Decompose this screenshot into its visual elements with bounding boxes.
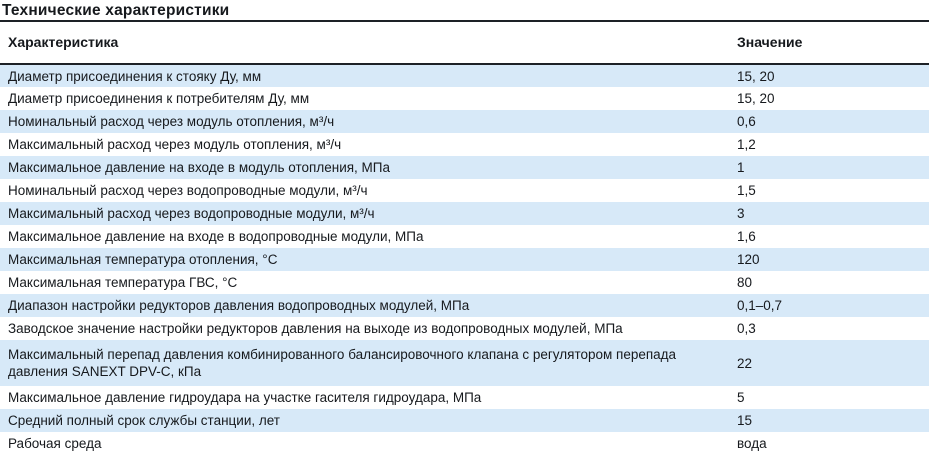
table-row: Максимальная температура ГВС, °С 80 bbox=[0, 271, 929, 294]
table-row: Номинальный расход через водопроводные м… bbox=[0, 179, 929, 202]
value-cell: 1,2 bbox=[737, 137, 756, 152]
value-cell: 1,5 bbox=[737, 183, 756, 198]
specs-table: Характеристика Значение Диаметр присоеди… bbox=[0, 20, 929, 455]
characteristic-cell: Номинальный расход через модуль отоплени… bbox=[8, 114, 335, 129]
characteristic-cell: Максимальная температура отопления, °С bbox=[8, 252, 278, 267]
characteristic-cell: Средний полный срок службы станции, лет bbox=[8, 413, 280, 428]
value-cell: 80 bbox=[737, 275, 753, 290]
section-title: Технические характеристики bbox=[2, 2, 230, 19]
value-cell: 1,6 bbox=[737, 229, 756, 244]
table-row: Максимальный расход через водопроводные … bbox=[0, 202, 929, 225]
table-row: Максимальное давление на входе в водопро… bbox=[0, 225, 929, 248]
value-cell: 1 bbox=[737, 160, 745, 175]
characteristic-cell: Диаметр присоединения к стояку Ду, мм bbox=[8, 68, 262, 84]
column-header-characteristic: Характеристика bbox=[0, 20, 729, 65]
value-cell: 0,6 bbox=[737, 114, 756, 129]
table-row: Номинальный расход через модуль отоплени… bbox=[0, 110, 929, 133]
value-cell: 22 bbox=[737, 355, 753, 371]
characteristic-cell: Максимальное давление гидроудара на учас… bbox=[8, 390, 482, 405]
value-cell: 15, 20 bbox=[737, 91, 775, 106]
value-cell: 0,3 bbox=[737, 321, 756, 336]
table-row: Рабочая среда вода bbox=[0, 432, 929, 455]
table-row: Максимальный перепад давления комбиниров… bbox=[0, 340, 929, 386]
value-cell: вода bbox=[737, 436, 767, 451]
table-row: Максимальное давление на входе в модуль … bbox=[0, 156, 929, 179]
table-row: Заводское значение настройки редукторов … bbox=[0, 317, 929, 340]
value-cell: 5 bbox=[737, 390, 745, 405]
value-cell: 3 bbox=[737, 206, 745, 221]
characteristic-cell: Заводское значение настройки редукторов … bbox=[8, 321, 623, 336]
value-cell: 120 bbox=[737, 252, 760, 267]
characteristic-cell: Максимальная температура ГВС, °С bbox=[8, 275, 238, 290]
characteristic-cell: Максимальный расход через модуль отоплен… bbox=[8, 137, 342, 152]
table-row: Максимальный расход через модуль отоплен… bbox=[0, 133, 929, 156]
characteristic-cell: Диапазон настройки редукторов давления в… bbox=[8, 298, 470, 313]
table-row: Максимальное давление гидроудара на учас… bbox=[0, 386, 929, 409]
table-row: Диапазон настройки редукторов давления в… bbox=[0, 294, 929, 317]
value-cell: 15, 20 bbox=[737, 68, 775, 84]
table-row: Диаметр присоединения к потребителям Ду,… bbox=[0, 87, 929, 110]
characteristic-cell: Диаметр присоединения к потребителям Ду,… bbox=[8, 91, 310, 106]
characteristic-cell: Максимальное давление на входе в модуль … bbox=[8, 160, 391, 175]
header-row: Характеристика Значение bbox=[0, 20, 929, 65]
table-row: Диаметр присоединения к стояку Ду, мм 15… bbox=[0, 64, 929, 87]
value-cell: 0,1–0,7 bbox=[737, 298, 783, 313]
characteristic-cell: Максимальный расход через водопроводные … bbox=[8, 206, 375, 221]
characteristic-cell: Максимальный перепад давления комбиниров… bbox=[8, 347, 677, 379]
table-row: Средний полный срок службы станции, лет … bbox=[0, 409, 929, 432]
column-header-value: Значение bbox=[729, 20, 929, 65]
characteristic-cell: Номинальный расход через водопроводные м… bbox=[8, 183, 368, 198]
table-row: Максимальная температура отопления, °С 1… bbox=[0, 248, 929, 271]
value-cell: 15 bbox=[737, 413, 753, 428]
characteristic-cell: Максимальное давление на входе в водопро… bbox=[8, 229, 424, 244]
characteristic-cell: Рабочая среда bbox=[8, 436, 102, 451]
